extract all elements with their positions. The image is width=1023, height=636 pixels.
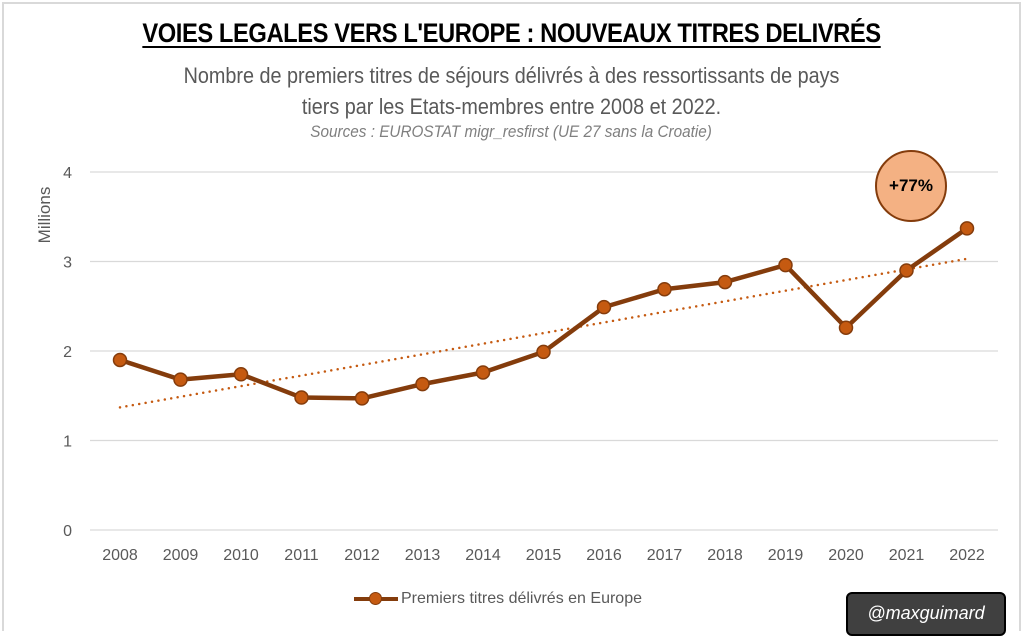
data-point (657, 281, 672, 297)
x-tick-label: 2020 (828, 547, 864, 564)
y-axis-label: Millions (35, 187, 54, 244)
chart-title-text: VOIES LEGALES VERS L'EUROPE : NOUVEAUX T… (142, 18, 881, 48)
data-point (536, 344, 551, 360)
x-tick-label: 2008 (102, 547, 138, 564)
growth-callout: +77% (875, 150, 947, 222)
data-point (173, 372, 188, 387)
data-point (294, 390, 309, 405)
growth-callout-text: +77% (889, 176, 933, 195)
y-tick-label: 0 (63, 523, 72, 540)
data-point (778, 257, 793, 273)
x-tick-label: 2009 (163, 547, 199, 564)
x-tick-label: 2018 (707, 547, 743, 564)
trendline (118, 257, 969, 409)
x-tick-label: 2017 (647, 547, 683, 564)
subtitle-line-1: Nombre de premiers titres de séjours dél… (183, 63, 840, 88)
author-credit: @maxguimard (846, 592, 1006, 636)
y-tick-label: 2 (63, 344, 72, 361)
series-group (112, 221, 975, 406)
x-tick-label: 2022 (949, 547, 985, 564)
data-point (112, 352, 128, 368)
data-point (959, 221, 975, 236)
chart-source: Sources : EUROSTAT migr_resfirst (UE 27 … (0, 122, 1023, 142)
data-point (717, 274, 733, 290)
chart-subtitle: Nombre de premiers titres de séjours dél… (0, 60, 1023, 122)
data-point (596, 299, 612, 315)
chart-title: VOIES LEGALES VERS L'EUROPE : NOUVEAUX T… (0, 18, 1023, 49)
data-point (899, 263, 914, 278)
y-axis-ticks: 0 1 2 3 4 (63, 165, 72, 540)
legend-label: Premiers titres délivrés en Europe (401, 590, 642, 607)
data-point (354, 391, 370, 406)
x-tick-label: 2010 (223, 547, 259, 564)
source-text: Sources : EUROSTAT migr_resfirst (UE 27 … (310, 122, 713, 141)
x-tick-label: 2019 (768, 547, 804, 564)
x-tick-label: 2013 (405, 547, 441, 564)
x-tick-label: 2015 (526, 547, 562, 564)
legend-swatch (354, 592, 398, 606)
y-tick-label: 4 (63, 165, 72, 182)
legend: Premiers titres délivrés en Europe (354, 590, 642, 608)
data-point (233, 367, 249, 382)
data-point (415, 376, 430, 392)
x-axis-ticks: 2008 2009 2010 2011 2012 2013 2014 2015 2016 2017… (102, 547, 985, 564)
x-tick-label: 2014 (465, 547, 501, 564)
x-tick-label: 2021 (889, 547, 925, 564)
x-tick-label: 2012 (344, 547, 380, 564)
gridlines (90, 171, 998, 531)
x-tick-label: 2011 (284, 547, 319, 564)
data-point (475, 365, 491, 380)
y-tick-label: 1 (63, 434, 72, 451)
data-point (838, 320, 854, 335)
y-tick-label: 3 (63, 255, 72, 272)
trendline-group (118, 257, 969, 409)
x-tick-label: 2016 (586, 547, 622, 564)
subtitle-line-2: tiers par les Etats-membres entre 2008 e… (301, 94, 722, 119)
